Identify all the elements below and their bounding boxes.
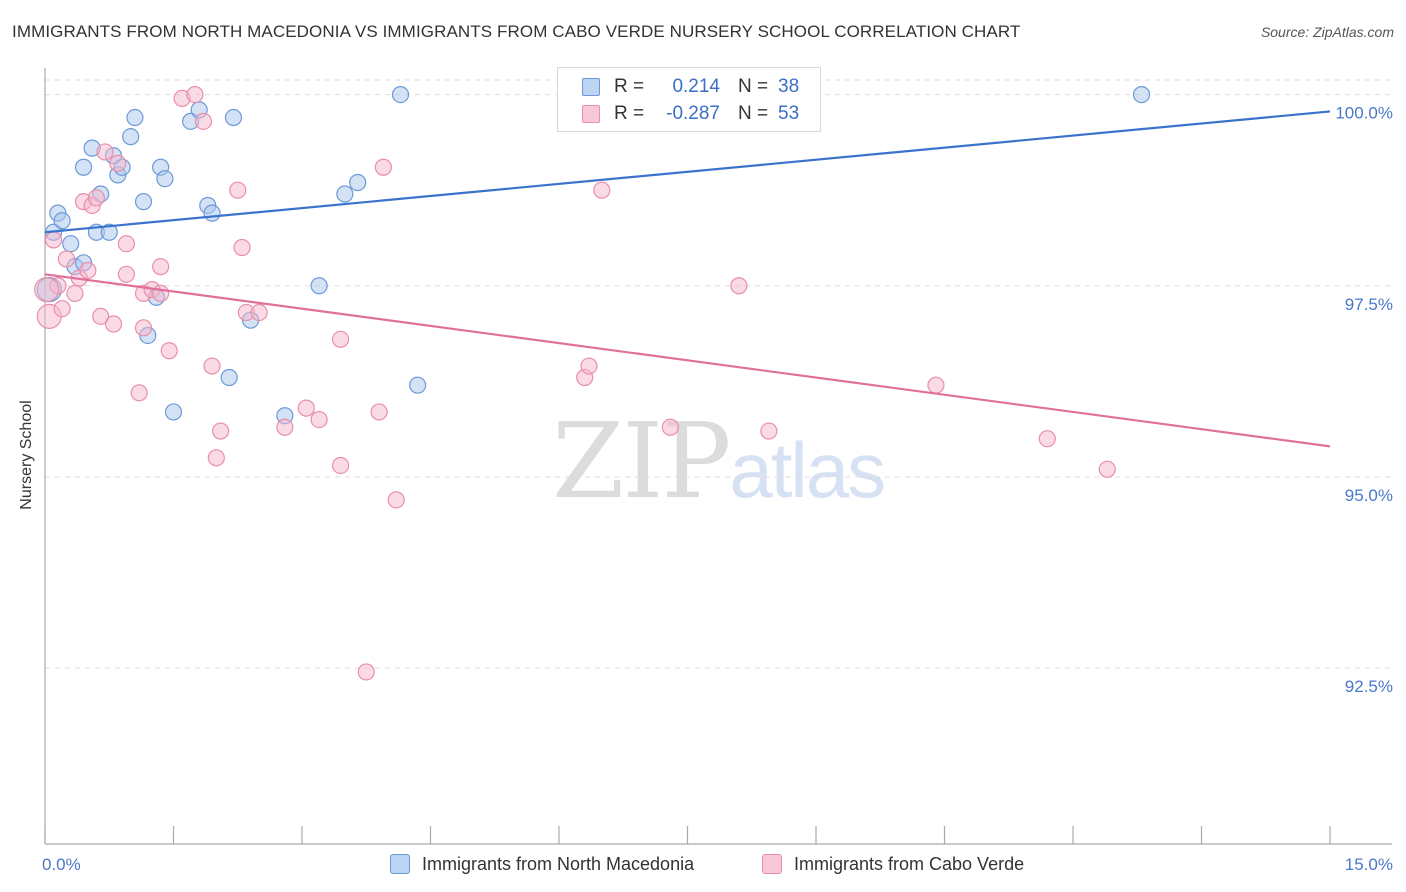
trend-lines (44, 110, 1331, 448)
legend-r-value: 0.214 (672, 76, 720, 97)
point-north-macedonia (53, 212, 71, 230)
point-cabo-verde (134, 319, 153, 337)
point-cabo-verde (34, 276, 60, 303)
trend-line-north-macedonia (44, 110, 1331, 234)
source-credit: Source: ZipAtlas.com (1260, 24, 1394, 40)
point-cabo-verde (194, 112, 213, 130)
point-cabo-verde (1098, 460, 1116, 478)
point-north-macedonia (62, 235, 80, 253)
point-cabo-verde (79, 261, 97, 280)
legend-n-value: 38 (778, 76, 800, 97)
point-north-macedonia (1132, 85, 1151, 104)
bottom-legend-north-macedonia: Immigrants from North Macedonia (390, 852, 694, 876)
correlation-legend: R = 0.214 N = 38 R = -0.287 N = 53 (557, 67, 821, 132)
point-cabo-verde (87, 189, 106, 207)
point-north-macedonia (164, 403, 183, 421)
point-cabo-verde (152, 284, 170, 303)
bottom-legend-swatch-pink (762, 854, 782, 874)
point-cabo-verde (331, 330, 350, 348)
point-north-macedonia (220, 368, 238, 387)
point-cabo-verde (310, 410, 328, 429)
point-north-macedonia (224, 108, 243, 127)
legend-n-value: 53 (778, 103, 800, 124)
bottom-legend-cabo-verde: Immigrants from Cabo Verde (762, 852, 1024, 876)
x-tick-label: 0.0% (42, 855, 81, 874)
point-cabo-verde (1038, 430, 1056, 448)
legend-row-north-macedonia: R = 0.214 N = 38 (582, 75, 799, 99)
point-cabo-verde (370, 403, 388, 421)
point-cabo-verde (357, 663, 375, 681)
trend-line-cabo-verde (44, 273, 1331, 448)
point-cabo-verde (186, 85, 204, 104)
point-north-macedonia (203, 204, 221, 222)
point-cabo-verde (207, 449, 225, 467)
point-north-macedonia (74, 158, 93, 176)
watermark-zip: ZIP (552, 400, 731, 522)
point-north-macedonia (310, 277, 328, 295)
point-cabo-verde (44, 231, 63, 249)
point-cabo-verde (276, 418, 294, 436)
point-cabo-verde (109, 154, 127, 173)
y-tick-label: 92.5% (1345, 677, 1393, 696)
point-cabo-verde (927, 376, 945, 394)
x-tick-label: 15.0% (1345, 855, 1393, 874)
point-cabo-verde (96, 143, 114, 161)
legend-r-value: -0.287 (666, 103, 720, 124)
point-cabo-verde (760, 422, 778, 440)
point-cabo-verde (661, 418, 679, 436)
point-cabo-verde (203, 357, 221, 375)
y-tick-label: 97.5% (1345, 295, 1393, 314)
point-north-macedonia (126, 108, 144, 127)
point-cabo-verde (212, 422, 230, 440)
bottom-legend-swatch-blue (390, 854, 410, 874)
legend-r-label: R = (614, 76, 645, 97)
point-cabo-verde (374, 158, 392, 176)
legend-n-label: N = (738, 103, 769, 124)
tick-labels: 100.0% 97.5% 95.0% 92.5% 0.0% 15.0% (42, 104, 1393, 874)
point-cabo-verde (331, 456, 350, 475)
watermark-atlas: atlas (729, 426, 886, 514)
legend-n-label: N = (738, 76, 769, 97)
legend-swatch-pink (582, 105, 600, 123)
point-cabo-verde (233, 238, 251, 257)
point-north-macedonia (156, 170, 174, 188)
point-cabo-verde (297, 399, 315, 417)
point-north-macedonia (349, 173, 367, 192)
axes (44, 68, 1392, 845)
legend-r-label: R = (614, 103, 645, 124)
point-cabo-verde (730, 277, 748, 295)
point-north-macedonia (134, 193, 153, 211)
bottom-legend-label-north-macedonia: Immigrants from North Macedonia (422, 853, 695, 874)
point-cabo-verde (66, 284, 84, 303)
bottom-legend-label-cabo-verde: Immigrants from Cabo Verde (794, 853, 1025, 874)
point-cabo-verde (53, 300, 71, 318)
point-north-macedonia (100, 223, 118, 241)
point-cabo-verde (57, 250, 76, 268)
point-north-macedonia (391, 85, 410, 104)
point-cabo-verde (117, 265, 135, 283)
data-points (34, 85, 1151, 681)
legend-swatch-blue (582, 78, 600, 96)
point-cabo-verde (160, 342, 178, 360)
point-cabo-verde (130, 384, 148, 402)
chart-title: IMMIGRANTS FROM NORTH MACEDONIA VS IMMIG… (12, 22, 1021, 41)
point-north-macedonia (409, 376, 427, 394)
point-cabo-verde (593, 181, 611, 199)
point-cabo-verde (250, 303, 268, 322)
point-cabo-verde (387, 491, 405, 509)
point-cabo-verde (580, 357, 598, 375)
point-north-macedonia (122, 128, 140, 146)
point-cabo-verde (92, 307, 110, 325)
watermark: ZIPatlas (552, 400, 886, 522)
point-north-macedonia (336, 185, 354, 203)
y-tick-label: 100.0% (1335, 104, 1393, 123)
legend-row-cabo-verde: R = -0.287 N = 53 (582, 102, 799, 126)
point-cabo-verde (229, 181, 247, 199)
point-cabo-verde (117, 235, 135, 253)
point-cabo-verde (104, 315, 123, 333)
y-tick-label: 95.0% (1345, 486, 1393, 505)
point-cabo-verde (152, 258, 170, 276)
